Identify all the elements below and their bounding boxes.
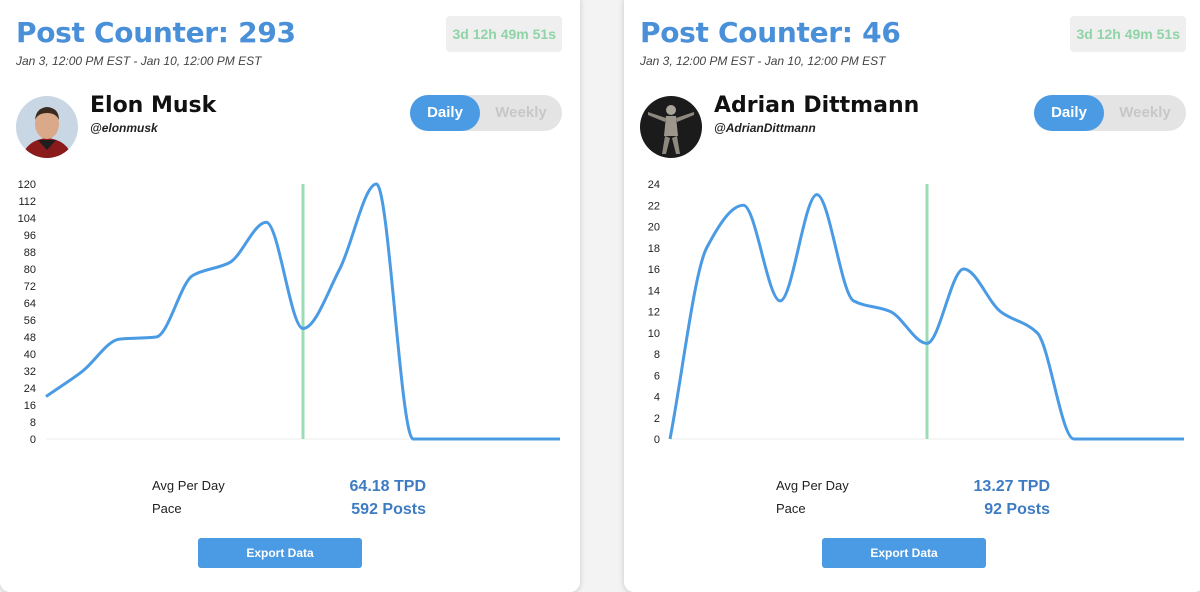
y-tick-label: 16 xyxy=(24,400,36,412)
period-toggle: Daily Weekly xyxy=(410,95,562,131)
daily-toggle-option[interactable]: Daily xyxy=(1034,95,1104,131)
profile-handle: @AdrianDittmann xyxy=(714,121,816,135)
y-tick-label: 8 xyxy=(30,417,36,429)
y-tick-label: 48 xyxy=(24,332,36,344)
post-counter-card: Post Counter: 293 Jan 3, 12:00 PM EST - … xyxy=(0,0,580,592)
y-tick-label: 22 xyxy=(648,200,660,212)
post-counter-title: Post Counter: 46 xyxy=(640,16,901,49)
y-tick-label: 64 xyxy=(24,298,36,310)
pace-value: 592 Posts xyxy=(351,501,426,518)
avg-per-day-label: Avg Per Day xyxy=(152,478,225,493)
y-tick-label: 8 xyxy=(654,349,660,361)
y-tick-label: 2 xyxy=(654,413,660,425)
export-data-button[interactable]: Export Data xyxy=(822,538,986,568)
profile-handle: @elonmusk xyxy=(90,121,158,135)
pace-value: 92 Posts xyxy=(984,501,1050,518)
countdown-timer: 3d 12h 49m 51s xyxy=(1070,16,1186,52)
pace-label: Pace xyxy=(152,501,182,516)
period-toggle: Daily Weekly xyxy=(1034,95,1186,131)
countdown-timer: 3d 12h 49m 51s xyxy=(446,16,562,52)
posts-line-chart: 0 8 16 24 32 40 48 56 64 72 80 88 96 104 112 120 xyxy=(18,179,560,446)
series-line xyxy=(668,193,1184,441)
y-tick-label: 10 xyxy=(648,328,660,340)
avatar xyxy=(640,96,702,158)
daily-toggle-option[interactable]: Daily xyxy=(410,95,480,131)
y-tick-label: 112 xyxy=(18,196,36,208)
avg-per-day-label: Avg Per Day xyxy=(776,478,849,493)
y-tick-label: 72 xyxy=(24,281,36,293)
avg-per-day-value: 64.18 TPD xyxy=(349,478,426,495)
y-tick-label: 0 xyxy=(654,434,660,446)
y-tick-label: 120 xyxy=(18,179,36,191)
weekly-toggle-option[interactable]: Weekly xyxy=(1119,104,1171,121)
y-tick-label: 18 xyxy=(648,243,660,255)
post-counter-card: Post Counter: 46 Jan 3, 12:00 PM EST - J… xyxy=(624,0,1200,592)
y-tick-label: 6 xyxy=(654,370,660,382)
post-counter-title: Post Counter: 293 xyxy=(16,16,296,49)
y-tick-label: 56 xyxy=(24,315,36,327)
export-data-button[interactable]: Export Data xyxy=(198,538,362,568)
y-tick-label: 24 xyxy=(648,179,660,191)
y-tick-label: 4 xyxy=(654,392,660,404)
y-tick-label: 40 xyxy=(24,349,36,361)
avg-per-day-value: 13.27 TPD xyxy=(973,478,1050,495)
date-range: Jan 3, 12:00 PM EST - Jan 10, 12:00 PM E… xyxy=(16,54,262,68)
y-tick-label: 24 xyxy=(24,383,36,395)
profile-name: Elon Musk xyxy=(90,93,217,118)
series-line xyxy=(45,182,560,441)
y-tick-label: 16 xyxy=(648,264,660,276)
y-tick-label: 0 xyxy=(30,434,36,446)
y-tick-label: 32 xyxy=(24,366,36,378)
date-range: Jan 3, 12:00 PM EST - Jan 10, 12:00 PM E… xyxy=(640,54,886,68)
pace-label: Pace xyxy=(776,501,806,516)
y-tick-label: 14 xyxy=(648,285,660,297)
y-tick-label: 20 xyxy=(648,222,660,234)
y-tick-label: 104 xyxy=(18,213,36,225)
y-tick-label: 80 xyxy=(24,264,36,276)
y-tick-label: 88 xyxy=(24,247,36,259)
y-tick-label: 12 xyxy=(648,307,660,319)
profile-name: Adrian Dittmann xyxy=(714,93,920,118)
avatar xyxy=(16,96,78,158)
y-tick-label: 96 xyxy=(24,230,36,242)
portrait-photo-icon xyxy=(16,96,78,158)
statue-photo-icon xyxy=(640,96,702,158)
weekly-toggle-option[interactable]: Weekly xyxy=(495,104,547,121)
